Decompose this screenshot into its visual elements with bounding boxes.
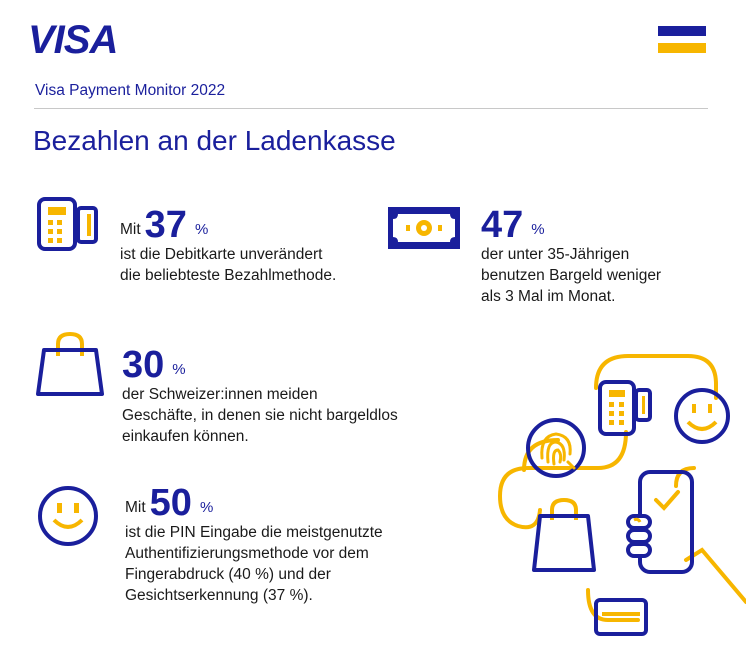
- stat-line: Authentifizierungsmethode vor dem: [125, 545, 369, 562]
- stat-unit: %: [194, 221, 209, 238]
- stat-unit: %: [199, 499, 214, 516]
- stat-line: der unter 35-Jährigen: [481, 246, 630, 263]
- shopping-bag-icon: [36, 331, 104, 396]
- stat-unit: %: [531, 221, 545, 238]
- stat-value: 30: [122, 344, 165, 386]
- stat-line: Fingerabdruck (40 %) und der: [125, 566, 331, 583]
- stat-line: einkaufen können.: [122, 428, 249, 445]
- payment-illustration: [497, 354, 746, 636]
- stat-value: 50: [149, 482, 192, 524]
- header-divider: [34, 108, 708, 109]
- stat-prefix: Mit: [120, 221, 141, 238]
- stat-line: Geschäfte, in denen sie nicht bargeldlos: [122, 407, 398, 424]
- stat-unit: %: [172, 361, 186, 378]
- stat-line: der Schweizer:innen meiden: [122, 386, 318, 403]
- page-title: Bezahlen an der Ladenkasse: [33, 125, 396, 156]
- stat-value: 47: [481, 204, 524, 246]
- visa-logo: VISA: [28, 18, 118, 62]
- stat-prefix: Mit: [125, 499, 146, 516]
- ukraine-flag-icon: [658, 26, 706, 60]
- stat-pin: Mit 50 % ist die PIN Eingabe die meistge…: [125, 484, 383, 606]
- stat-line: ist die Debitkarte unverändert: [120, 246, 323, 263]
- stat-card-debit: Mit 37 % ist die Debitkarte unverändert …: [120, 206, 336, 286]
- page-subtitle: Visa Payment Monitor 2022: [35, 82, 226, 99]
- stat-cash: 47 % der unter 35-Jährigen benutzen Barg…: [481, 206, 661, 307]
- stat-cashless: 30 % der Schweizer:innen meiden Geschäft…: [122, 346, 398, 447]
- cash-banknote-icon: [388, 207, 460, 249]
- smiley-face-icon: [38, 486, 98, 546]
- stat-value: 37: [144, 204, 187, 246]
- stat-line: benutzen Bargeld weniger: [481, 267, 662, 284]
- card-terminal-icon: [37, 197, 98, 251]
- stat-line: Gesichtserkennung (37 %).: [125, 587, 313, 604]
- stat-line: ist die PIN Eingabe die meistgenutzte: [125, 524, 383, 541]
- stat-line: die beliebteste Bezahlmethode.: [120, 267, 337, 284]
- stat-line: als 3 Mal im Monat.: [481, 288, 616, 305]
